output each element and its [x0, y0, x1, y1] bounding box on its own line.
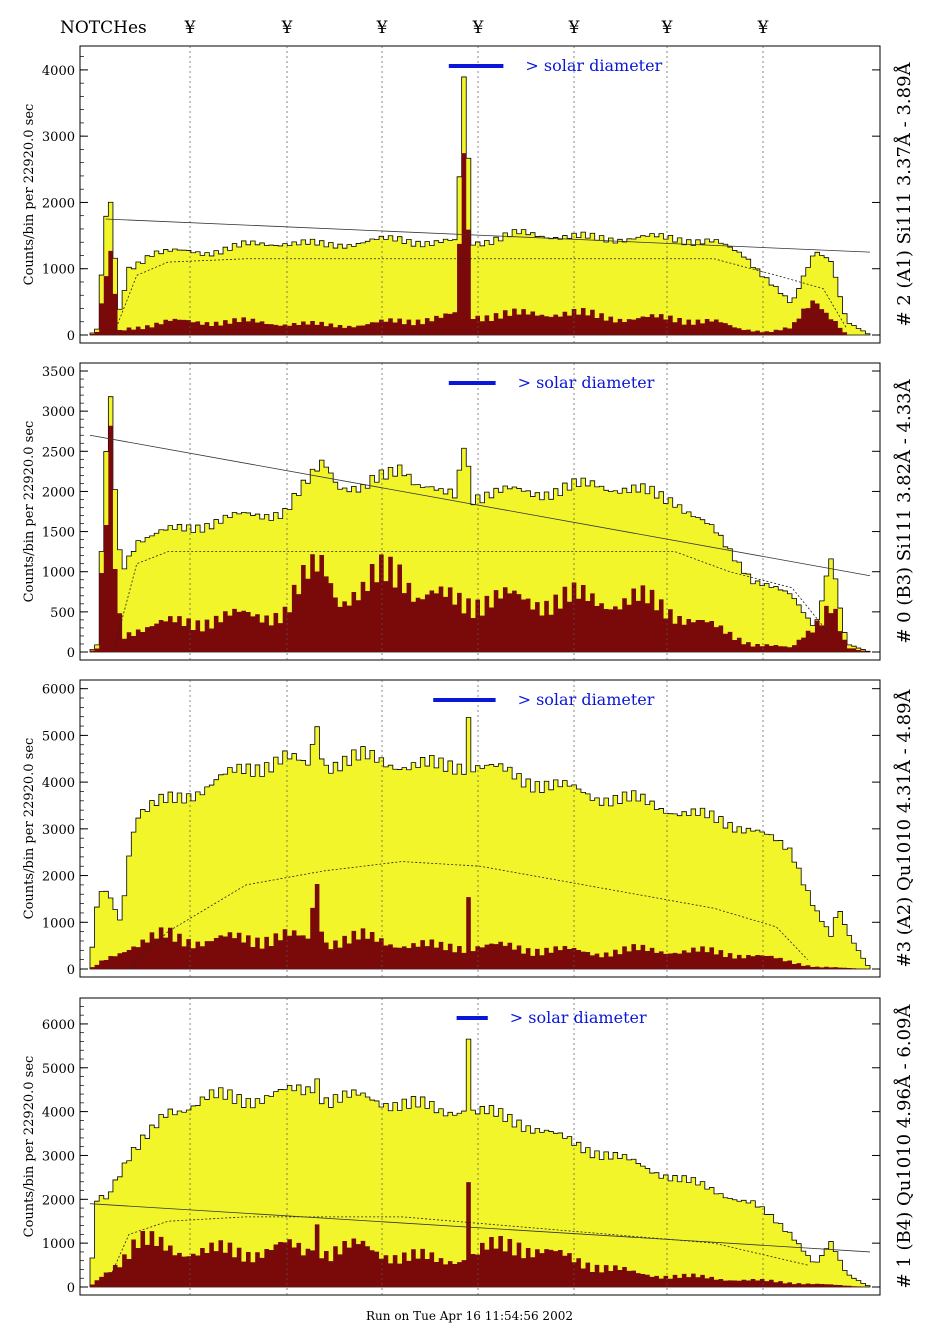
- total-counts-histogram: [89, 76, 871, 336]
- notch-marker: ¥: [661, 18, 673, 38]
- solar-diameter-label: > solar diameter: [525, 56, 662, 75]
- notch-marker: ¥: [281, 18, 293, 38]
- y-tick-label: 4000: [42, 776, 75, 791]
- panel-title: #3 (A2) Qu1010 4.31Å - 4.89Å: [893, 688, 915, 967]
- y-tick-label: 6000: [42, 1018, 75, 1033]
- y-tick-label: 1000: [42, 263, 75, 278]
- run-timestamp: Run on Tue Apr 16 11:54:56 2002: [366, 1309, 573, 1323]
- y-tick-label: 0: [67, 1281, 75, 1296]
- background-fit-line: [89, 434, 871, 577]
- y-tick-label: 4000: [42, 64, 75, 79]
- y-tick-label: 6000: [42, 683, 75, 698]
- notch-marker: ¥: [184, 18, 196, 38]
- total-counts-histogram: [89, 396, 871, 653]
- panel-1: 0 500 1000 1500 2000 2500 3000 3500 Counts/bin p…: [22, 362, 915, 661]
- signal-counts-histogram: [90, 425, 870, 652]
- signal-counts-histogram: [90, 1182, 870, 1287]
- model-curve: [128, 861, 808, 970]
- total-counts-histogram: [89, 717, 871, 970]
- y-tick-label: 1500: [42, 526, 75, 541]
- model-curve: [105, 1216, 808, 1288]
- y-tick-label: 2000: [42, 1193, 75, 1208]
- plot-frame: [79, 362, 881, 661]
- total-counts-histogram: [89, 1038, 871, 1288]
- y-tick-label: 2000: [42, 870, 75, 885]
- y-tick-label: 1000: [42, 916, 75, 931]
- notch-marker: ¥: [568, 18, 580, 38]
- y-tick-label: 3500: [42, 365, 75, 380]
- notches-label: NOTCHes: [60, 18, 147, 38]
- notch-marker: ¥: [472, 18, 484, 38]
- y-tick-label: 3000: [42, 823, 75, 838]
- panel-2: 0 1000 2000 3000 4000 5000 6000 Counts/bin per …: [22, 679, 915, 978]
- y-tick-label: 1000: [42, 1237, 75, 1252]
- background-fit-line: [105, 218, 871, 253]
- y-tick-label: 500: [50, 606, 75, 621]
- notch-marker: ¥: [376, 18, 388, 38]
- y-axis-label: Counts/bin per 22920.0 sec: [22, 104, 37, 286]
- y-tick-label: 2000: [42, 196, 75, 211]
- model-curve: [113, 551, 832, 653]
- panel-title: # 2 (A1) Si111 3.37Å - 3.89Å: [893, 61, 915, 326]
- y-axis-label: Counts/bin per 22920.0 sec: [22, 421, 37, 603]
- plot-frame: [79, 45, 881, 344]
- solar-diameter-label: > solar diameter: [510, 1008, 647, 1027]
- solar-diameter-label: > solar diameter: [518, 690, 655, 709]
- y-tick-label: 3000: [42, 1149, 75, 1164]
- y-axis-label: Counts/bin per 22920.0 sec: [22, 738, 37, 920]
- y-axis-label: Counts/bin per 22920.0 sec: [22, 1056, 37, 1238]
- panel-title: # 0 (B3) Si111 3.82Å - 4.33Å: [893, 378, 915, 643]
- notch-marker: ¥: [757, 18, 769, 38]
- panel-0: 0 1000 2000 3000 4000 Counts/bin per 22920.0 …: [22, 45, 915, 344]
- y-tick-label: 3000: [42, 405, 75, 420]
- signal-counts-histogram: [90, 884, 870, 969]
- y-tick-label: 2500: [42, 445, 75, 460]
- y-tick-label: 4000: [42, 1106, 75, 1121]
- model-curve: [113, 258, 847, 336]
- y-tick-label: 0: [67, 963, 75, 978]
- background-fit-line: [89, 1203, 871, 1253]
- y-tick-label: 0: [67, 329, 75, 344]
- panel-title: # 1 (B4) Qu1010 4.96Å - 6.09Å: [893, 1004, 915, 1289]
- y-tick-label: 2000: [42, 485, 75, 500]
- panel-3: 0 1000 2000 3000 4000 5000 6000 Counts/bin per …: [22, 997, 915, 1296]
- y-tick-label: 3000: [42, 130, 75, 145]
- y-tick-label: 1000: [42, 566, 75, 581]
- y-tick-label: 5000: [42, 1062, 75, 1077]
- y-tick-label: 0: [67, 646, 75, 661]
- y-tick-label: 5000: [42, 729, 75, 744]
- solar-diameter-label: > solar diameter: [518, 373, 655, 392]
